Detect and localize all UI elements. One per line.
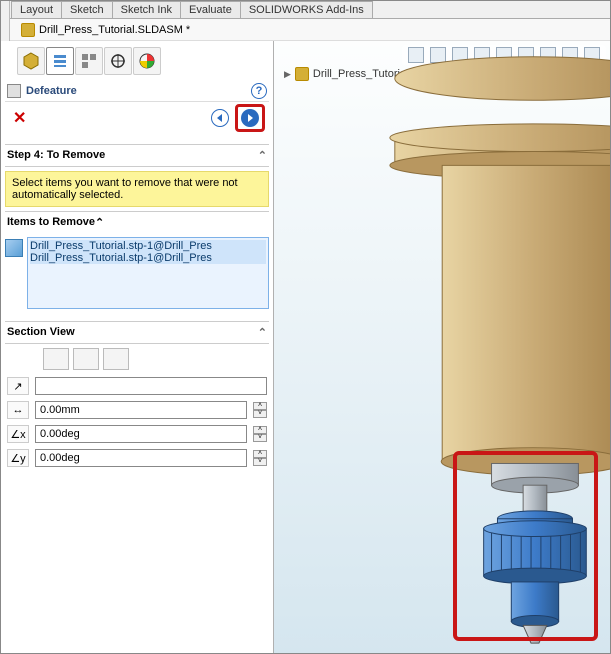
feature-manager-panel: Defeature ? ✕ Step 4: To Remove ⌃	[1, 41, 274, 653]
chevron-up-icon: ⌃	[258, 326, 267, 339]
command-header: Defeature ?	[5, 79, 269, 102]
section-view-header-label: Section View	[7, 326, 75, 339]
items-selection: Drill_Press_Tutorial.stp-1@Drill_Pres Dr…	[5, 237, 269, 309]
list-item[interactable]: Drill_Press_Tutorial.stp-1@Drill_Pres	[30, 240, 266, 252]
tab-addins[interactable]: SOLIDWORKS Add-Ins	[240, 1, 373, 18]
distance-spinner[interactable]: ˄˅	[253, 402, 267, 418]
angle2-field: ∠y ˄˅	[5, 446, 269, 470]
document-title-bar: Drill_Press_Tutorial.SLDASM *	[1, 19, 610, 41]
angle1-field: ∠x ˄˅	[5, 422, 269, 446]
callout-highlight	[453, 451, 598, 641]
selection-filter-icon[interactable]	[5, 239, 23, 257]
distance-icon: ↔	[7, 401, 29, 419]
items-header[interactable]: Items to Remove ⌃	[5, 211, 269, 233]
next-button[interactable]	[241, 109, 259, 127]
document-title: Drill_Press_Tutorial.SLDASM *	[39, 24, 190, 36]
next-highlight	[235, 104, 265, 132]
section-view-header[interactable]: Section View ⌃	[5, 321, 269, 344]
items-header-label: Items to Remove	[7, 216, 95, 229]
chevron-up-icon: ⌃	[258, 149, 267, 162]
angle2-spinner[interactable]: ˄˅	[253, 450, 267, 466]
panel-tab-config[interactable]	[75, 47, 103, 75]
help-button[interactable]: ?	[251, 83, 267, 99]
angle2-input[interactable]	[35, 449, 247, 467]
tab-sketch-ink[interactable]: Sketch Ink	[112, 1, 181, 18]
step-header[interactable]: Step 4: To Remove ⌃	[5, 144, 269, 167]
chevron-up-icon: ⌃	[95, 216, 104, 229]
selection-list[interactable]: Drill_Press_Tutorial.stp-1@Drill_Pres Dr…	[27, 237, 269, 309]
command-name: Defeature	[26, 85, 77, 97]
angle-x-icon: ∠x	[7, 425, 29, 443]
panel-tab-appearance[interactable]	[133, 47, 161, 75]
command-controls: ✕	[5, 102, 269, 138]
angle1-spinner[interactable]: ˄˅	[253, 426, 267, 442]
panel-tab-property[interactable]	[46, 47, 74, 75]
defeature-icon	[7, 84, 21, 98]
panel-tab-assembly[interactable]	[17, 47, 45, 75]
angle1-input[interactable]	[35, 425, 247, 443]
distance-field: ↔ ˄˅	[5, 398, 269, 422]
command-tabbar: Layout Sketch Sketch Ink Evaluate SOLIDW…	[1, 1, 610, 19]
reference-icon: ↗	[7, 377, 29, 395]
cancel-button[interactable]: ✕	[9, 108, 30, 128]
instruction-box: Select items you want to remove that wer…	[5, 171, 269, 207]
back-button[interactable]	[211, 109, 229, 127]
app-root: Layout Sketch Sketch Ink Evaluate SOLIDW…	[1, 1, 610, 653]
list-item[interactable]: Drill_Press_Tutorial.stp-1@Drill_Pres	[30, 252, 266, 264]
reference-input[interactable]	[35, 377, 267, 395]
graphics-view[interactable]: ▶ Drill_Press_Tutorial (Defa...	[274, 41, 610, 653]
tab-evaluate[interactable]: Evaluate	[180, 1, 241, 18]
plane-front-button[interactable]	[43, 348, 69, 370]
assembly-icon	[21, 23, 35, 37]
tab-sketch[interactable]: Sketch	[61, 1, 113, 18]
panel-tab-dim[interactable]	[104, 47, 132, 75]
reference-field: ↗	[5, 374, 269, 398]
tab-layout[interactable]: Layout	[11, 1, 62, 18]
angle-y-icon: ∠y	[7, 449, 29, 467]
step-header-label: Step 4: To Remove	[7, 149, 105, 162]
panel-tab-strip	[5, 41, 269, 79]
content-area: Defeature ? ✕ Step 4: To Remove ⌃	[1, 41, 610, 653]
section-plane-buttons	[5, 344, 269, 374]
plane-right-button[interactable]	[103, 348, 129, 370]
distance-input[interactable]	[35, 401, 247, 419]
plane-top-button[interactable]	[73, 348, 99, 370]
